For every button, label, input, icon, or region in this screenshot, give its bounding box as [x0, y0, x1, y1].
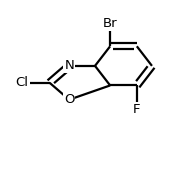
Text: O: O [64, 93, 74, 106]
Text: Br: Br [103, 17, 117, 30]
Text: F: F [133, 103, 141, 116]
Text: Cl: Cl [16, 76, 28, 89]
Text: N: N [64, 59, 74, 72]
